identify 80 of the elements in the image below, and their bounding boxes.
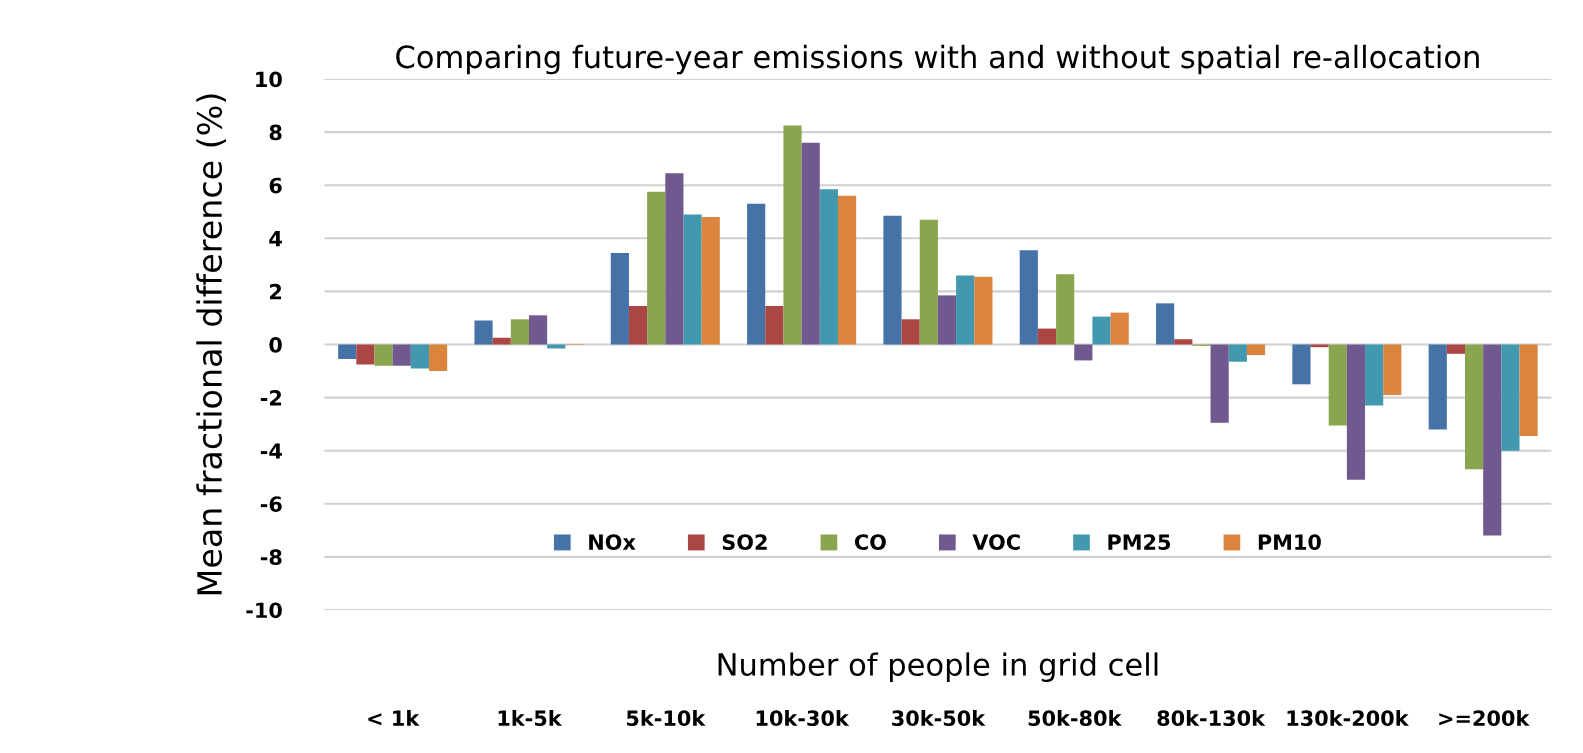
bar (1074, 344, 1093, 361)
bar (1446, 344, 1466, 354)
bar (1365, 344, 1384, 406)
legend-label: NOx (589, 534, 636, 550)
bar (410, 344, 430, 369)
bar (1483, 344, 1502, 536)
bar (1019, 250, 1038, 345)
bar (819, 189, 838, 345)
bar (1519, 344, 1538, 437)
x-tick-label: 30k-50k (892, 709, 986, 727)
bar (1383, 344, 1402, 395)
bar (974, 276, 993, 345)
bar (356, 344, 375, 365)
y-tick-label: 0 (269, 336, 282, 353)
bar (1428, 344, 1447, 430)
y-tick-label: -2 (260, 390, 282, 406)
bar (429, 344, 448, 372)
bar (1228, 344, 1247, 362)
bar (547, 344, 566, 349)
bar (747, 203, 766, 345)
bar (610, 252, 629, 345)
bar (765, 306, 784, 345)
x-tick-label: 50k-80k (1028, 709, 1122, 727)
legend-label: PM25 (1108, 534, 1171, 550)
y-tick-label: -8 (260, 549, 282, 566)
bar (628, 306, 648, 345)
bar (1110, 312, 1129, 345)
chart-title: Comparing future-year emissions with and without spatial re-allocation (396, 44, 1479, 75)
legend-label: CO (854, 534, 886, 550)
bar (683, 214, 702, 345)
bar (392, 344, 411, 366)
bar (783, 125, 802, 345)
x-tick-label: 80k-130k (1157, 709, 1266, 727)
y-tick-label: 10 (256, 71, 282, 88)
bar (1056, 274, 1075, 345)
x-tick-label: < 1k (368, 709, 420, 726)
x-tick-label: 130k-200k (1287, 709, 1409, 727)
bar (837, 195, 857, 345)
y-tick-label: -10 (246, 602, 282, 619)
bar (1156, 303, 1175, 345)
bar (1328, 344, 1347, 426)
bar (883, 215, 902, 345)
bar (1292, 344, 1311, 385)
y-tick-label: 4 (269, 231, 282, 247)
x-axis-title: Number of people in grid cell (718, 652, 1158, 682)
bar (1092, 316, 1111, 345)
x-tick-label: 5k-10k (626, 709, 706, 727)
bar (1346, 344, 1366, 480)
y-tick-label: -4 (260, 443, 282, 459)
bar (1465, 344, 1484, 470)
bar (474, 320, 493, 345)
bar (701, 217, 720, 345)
bar (919, 219, 938, 345)
y-tick-label: -6 (260, 496, 282, 512)
bar (1037, 328, 1057, 345)
bar (1310, 344, 1329, 348)
bar (528, 315, 548, 345)
bar (647, 191, 666, 345)
legend-label: PM10 (1258, 534, 1321, 550)
x-tick-label: >=200k (1439, 709, 1530, 727)
legend-label: VOC (972, 534, 1020, 550)
bar (510, 319, 529, 345)
bar (1174, 339, 1193, 345)
bar (1210, 344, 1229, 423)
bar (801, 142, 820, 345)
bar (338, 344, 357, 360)
bar (956, 275, 975, 345)
bar (1246, 344, 1266, 356)
bar (901, 319, 920, 345)
y-axis-title: Mean fractional difference (%) (196, 94, 227, 595)
bar (665, 173, 684, 345)
y-tick-label: 6 (269, 177, 282, 194)
legend-label: SO2 (722, 534, 767, 550)
y-tick-label: 8 (269, 124, 282, 141)
y-tick-label: 2 (270, 283, 282, 300)
bar (374, 344, 393, 366)
x-tick-label: 10k-30k (756, 709, 850, 727)
bar (937, 295, 957, 345)
bar (1501, 344, 1520, 451)
x-tick-label: 1k-5k (498, 709, 563, 727)
